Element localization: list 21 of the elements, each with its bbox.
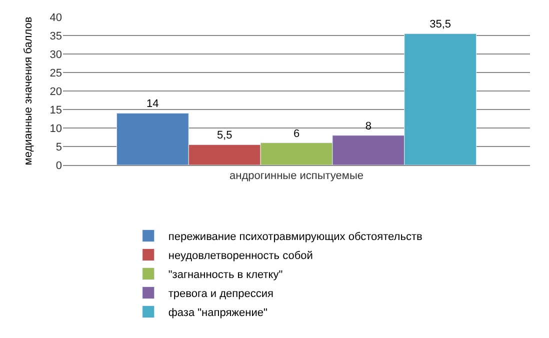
y-tick-label: 20	[50, 86, 62, 98]
y-tick-label: 30	[50, 48, 62, 61]
data-label: 6	[293, 128, 300, 140]
data-label: 8	[365, 120, 372, 132]
y-axis-title: медианные значения баллов	[22, 16, 34, 166]
x-tick-label: андрогинные испытуемые	[230, 170, 364, 182]
legend-label: фаза "напряжение"	[168, 307, 268, 320]
y-tick-label: 40	[50, 12, 62, 24]
data-label: 35,5	[430, 18, 452, 31]
y-tick-label: 35	[50, 30, 62, 42]
legend-label: "загнанность в клетку"	[168, 269, 283, 282]
y-tick-label: 25	[50, 67, 62, 80]
y-tick-label: 15	[50, 104, 62, 116]
legend-label: переживание психотравмирующих обстоятельств	[168, 231, 422, 244]
legend-label: тревога и депрессия	[168, 288, 274, 300]
data-label: 5,5	[216, 130, 232, 142]
y-tick-label: 5	[56, 141, 62, 154]
y-tick-label: 0	[56, 160, 62, 172]
data-label: 14	[146, 98, 159, 110]
legend-label: неудовлетворенность собой	[168, 250, 313, 262]
y-tick-label: 10	[50, 122, 62, 135]
